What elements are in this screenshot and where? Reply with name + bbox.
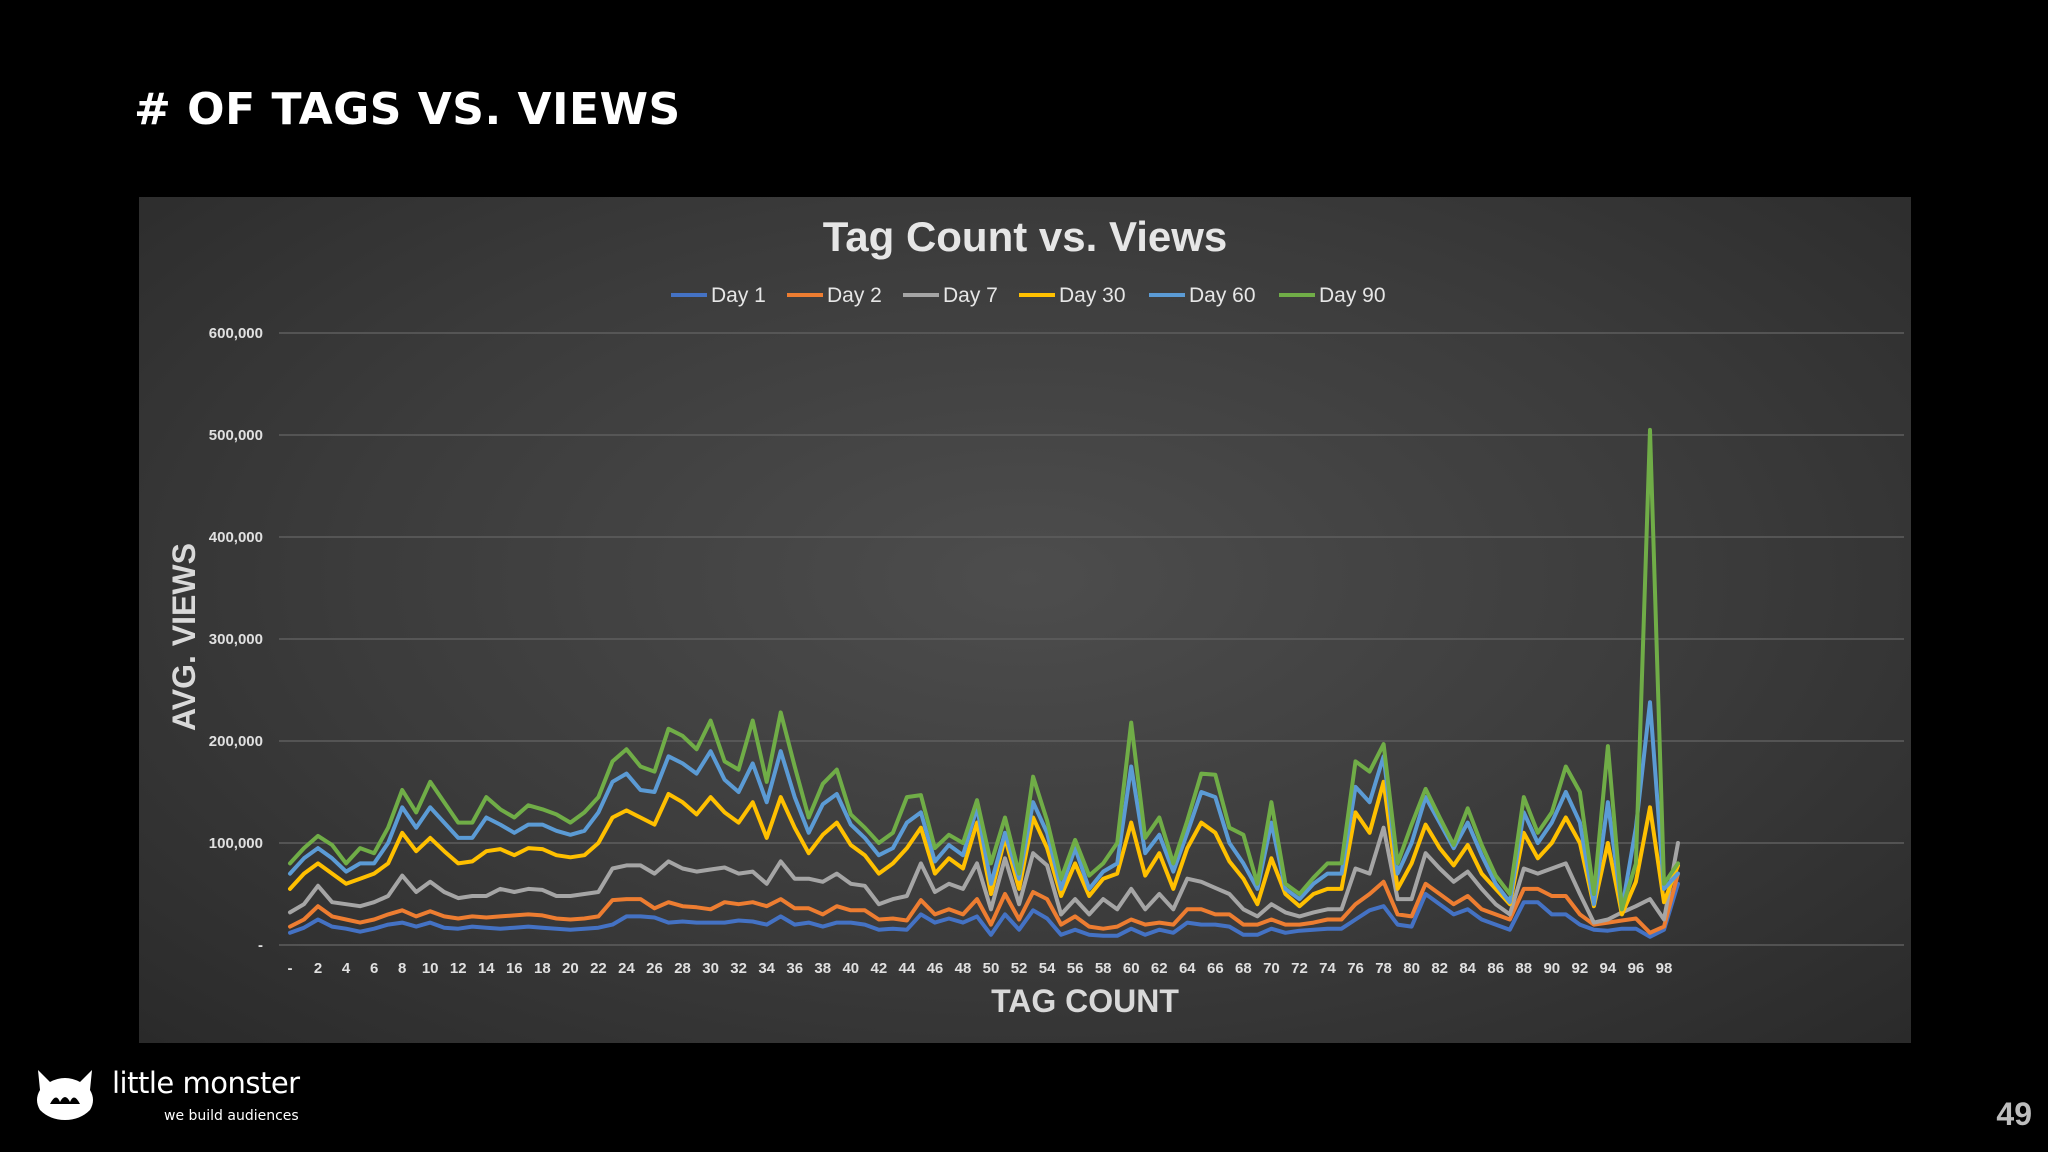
- x-tick-label: 22: [590, 960, 607, 977]
- slide-title: # OF TAGS VS. VIEWS: [134, 84, 681, 135]
- x-tick-label: 68: [1235, 960, 1252, 977]
- x-tick-label: 96: [1628, 960, 1645, 977]
- x-tick-label: 58: [1095, 960, 1112, 977]
- logo-tagline: we build audiences: [164, 1108, 299, 1124]
- x-tick-label: 82: [1431, 960, 1448, 977]
- legend-label: Day 2: [827, 284, 882, 307]
- x-tick-label: 4: [342, 960, 351, 977]
- y-tick-label: 200,000: [209, 733, 263, 750]
- x-tick-label: 12: [450, 960, 467, 977]
- x-tick-label: 6: [370, 960, 378, 977]
- x-tick-label: 50: [983, 960, 1000, 977]
- x-tick-label: 90: [1543, 960, 1560, 977]
- legend-item-day-7: Day 7: [903, 284, 998, 307]
- y-tick-label: 300,000: [209, 631, 263, 648]
- legend-label: Day 30: [1059, 284, 1126, 307]
- y-tick-label: 400,000: [209, 529, 263, 546]
- x-tick-label: 18: [534, 960, 551, 977]
- x-tick-label: 48: [955, 960, 972, 977]
- x-tick-label: 86: [1487, 960, 1504, 977]
- legend-label: Day 1: [711, 284, 766, 307]
- series-line-day-2: [288, 871, 1680, 935]
- x-tick-label: 40: [842, 960, 859, 977]
- x-tick-label: -: [288, 960, 293, 977]
- x-tick-label: 20: [562, 960, 579, 977]
- legend-label: Day 7: [943, 284, 998, 307]
- legend: Day 1 Day 2 Day 7 Day 30 Day 60 Day 90: [671, 284, 1386, 307]
- series-line-day-7: [288, 825, 1680, 925]
- x-tick-label: 72: [1291, 960, 1308, 977]
- y-tick-label: 100,000: [209, 835, 263, 852]
- x-tick-label: 98: [1656, 960, 1673, 977]
- legend-label: Day 90: [1319, 284, 1386, 307]
- x-tick-label: 56: [1067, 960, 1084, 977]
- line-chart: Tag Count vs. Views TAG COUNT AVG. VIEWS…: [166, 213, 1904, 1019]
- x-tick-label: 76: [1347, 960, 1364, 977]
- x-tick-label: 92: [1572, 960, 1589, 977]
- x-tick-label: 60: [1123, 960, 1140, 977]
- x-tick-label: 52: [1011, 960, 1028, 977]
- x-tick-label: 34: [758, 960, 775, 977]
- x-tick-label: 62: [1151, 960, 1168, 977]
- page-number: 49: [1996, 1096, 2032, 1132]
- x-tick-label: 26: [646, 960, 663, 977]
- x-tick-label: 10: [422, 960, 439, 977]
- monster-logo-icon: [37, 1070, 93, 1120]
- x-tick-label: 38: [814, 960, 831, 977]
- series-line-day-90: [288, 427, 1680, 912]
- x-tick-label: 42: [871, 960, 888, 977]
- y-tick-label: 500,000: [209, 427, 263, 444]
- legend-label: Day 60: [1189, 284, 1256, 307]
- x-tick-label: 14: [478, 960, 495, 977]
- gridlines: [279, 332, 1904, 946]
- x-tick-label: 74: [1319, 960, 1336, 977]
- series-line-day-30: [288, 779, 1680, 917]
- brand-logo: little monster we build audiences: [32, 1066, 332, 1126]
- x-tick-label: 88: [1515, 960, 1532, 977]
- x-tick-label: 24: [618, 960, 635, 977]
- x-tick-label: 54: [1039, 960, 1056, 977]
- x-axis-title: TAG COUNT: [991, 983, 1179, 1019]
- x-axis-ticks: -2 4 6 8 10 12 14 16 18 20 22 24 26 28 30 32 34 36 38 40 42 4…: [288, 960, 1673, 977]
- y-axis-ticks: - 100,000 200,000 300,000 400,000 500,000 600,…: [209, 325, 263, 954]
- y-axis-title: AVG. VIEWS: [166, 543, 202, 731]
- legend-item-day-60: Day 60: [1149, 284, 1256, 307]
- legend-item-day-1: Day 1: [671, 284, 766, 307]
- x-tick-label: 64: [1179, 960, 1196, 977]
- x-tick-label: 44: [899, 960, 916, 977]
- y-tick-label: 600,000: [209, 325, 263, 342]
- chart-panel: Tag Count vs. Views TAG COUNT AVG. VIEWS…: [139, 197, 1911, 1043]
- series-lines: [288, 427, 1680, 939]
- x-tick-label: 70: [1263, 960, 1280, 977]
- x-tick-label: 32: [730, 960, 747, 977]
- x-tick-label: 78: [1375, 960, 1392, 977]
- x-tick-label: 36: [786, 960, 803, 977]
- x-tick-label: 94: [1600, 960, 1617, 977]
- legend-item-day-30: Day 30: [1019, 284, 1126, 307]
- x-tick-label: 66: [1207, 960, 1224, 977]
- y-tick-label: -: [258, 937, 263, 954]
- x-tick-label: 30: [702, 960, 719, 977]
- x-tick-label: 16: [506, 960, 523, 977]
- series-line-day-1: [288, 881, 1680, 939]
- x-tick-label: 8: [398, 960, 406, 977]
- legend-item-day-90: Day 90: [1279, 284, 1386, 307]
- x-tick-label: 46: [927, 960, 944, 977]
- logo-name: little monster: [112, 1066, 300, 1100]
- x-tick-label: 28: [674, 960, 691, 977]
- chart-title: Tag Count vs. Views: [823, 213, 1228, 260]
- x-tick-label: 84: [1459, 960, 1476, 977]
- x-tick-label: 2: [314, 960, 322, 977]
- legend-item-day-2: Day 2: [787, 284, 882, 307]
- x-tick-label: 80: [1403, 960, 1420, 977]
